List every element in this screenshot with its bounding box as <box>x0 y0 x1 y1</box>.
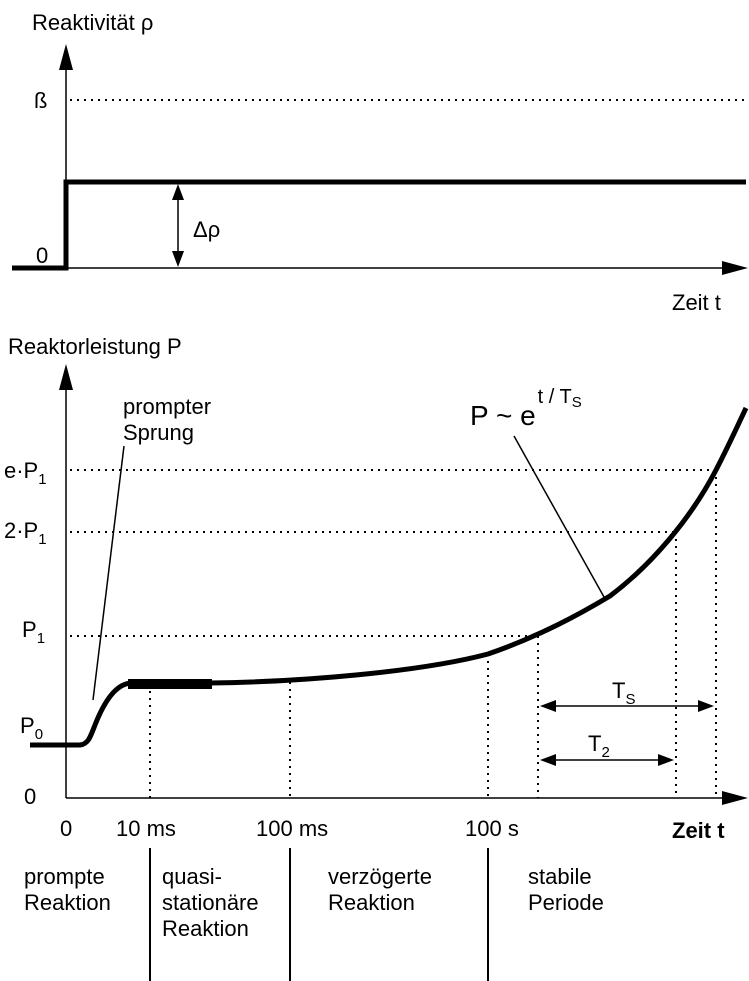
beta-label: ß <box>34 88 47 113</box>
phase-3-line-1: verzögerte <box>328 864 432 889</box>
t2-arrow-right <box>658 754 674 766</box>
ts-label: TS <box>612 678 635 708</box>
top-x-axis-label: Zeit t <box>672 290 721 315</box>
two-p1-label: 2·P1 <box>4 518 47 548</box>
reactivity-step-curve <box>12 179 746 271</box>
top-y-axis-label: Reaktivität ρ <box>32 10 153 35</box>
x-tick-0: 0 <box>60 816 72 841</box>
x-tick-100s: 100 s <box>465 816 519 841</box>
ts-arrow-left <box>540 700 556 712</box>
delta-rho-arrow-up <box>172 184 184 200</box>
top-zero-label: 0 <box>36 243 48 268</box>
phase-2-line-2: stationäre <box>162 890 259 915</box>
prompt-jump-label-1: prompter <box>123 394 211 419</box>
phase-1-line-1: prompte <box>24 864 105 889</box>
formula-label: P ~ et / TS <box>470 386 582 431</box>
x-tick-10ms: 10 ms <box>116 816 176 841</box>
e-p1-label: e·P1 <box>4 458 47 488</box>
delta-rho-label: Δρ <box>193 217 220 242</box>
phase-4-line-2: Periode <box>528 890 604 915</box>
phase-2-line-3: Reaktion <box>162 916 249 941</box>
x-tick-100ms: 100 ms <box>256 816 328 841</box>
prompt-jump-label-2: Sprung <box>123 420 194 445</box>
bottom-y-axis-arrow <box>59 364 73 390</box>
phase-4-line-1: stabile <box>528 864 592 889</box>
t2-label: T2 <box>588 731 610 761</box>
bottom-x-axis-label: Zeit t <box>672 818 725 843</box>
phase-1-line-2: Reaktion <box>24 890 111 915</box>
bottom-y-axis-label: Reaktorleistung P <box>8 334 182 359</box>
delta-rho-arrow-down <box>172 251 184 267</box>
p0-label: P0 <box>20 713 43 743</box>
ts-arrow-right <box>698 700 714 712</box>
phase-3-line-2: Reaktion <box>328 890 415 915</box>
p1-label: P1 <box>22 617 45 647</box>
reactor-power-curve <box>30 406 749 748</box>
bottom-zero-label: 0 <box>24 784 36 809</box>
top-x-axis-arrow <box>722 261 748 275</box>
prompt-jump-pointer <box>92 445 125 701</box>
bottom-x-axis-arrow <box>722 791 748 805</box>
formula-pointer <box>513 435 605 598</box>
t2-arrow-left <box>540 754 556 766</box>
top-y-axis-arrow <box>59 44 73 70</box>
phase-2-line-1: quasi- <box>162 864 222 889</box>
